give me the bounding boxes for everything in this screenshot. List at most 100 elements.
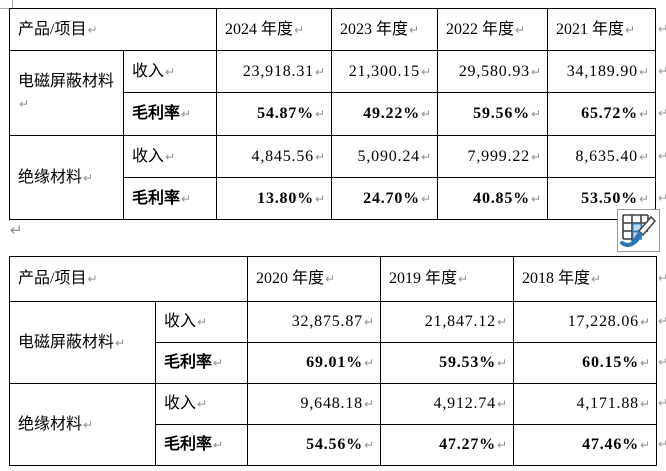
table-margin-2018-2020: 产品/项目↵ 2020 年度↵ 2019 年度↵ 2018 年度↵ 电磁屏蔽材料…: [8, 256, 658, 466]
metric-cell-gross-margin[interactable]: 毛利率↵: [122, 92, 218, 136]
row-end-mark: ↵: [658, 64, 666, 78]
value-cell[interactable]: 4,912.74↵: [380, 383, 515, 425]
row-end-mark: ↵: [658, 149, 666, 163]
value-cell[interactable]: 60.15%↵: [513, 342, 658, 384]
value-cell[interactable]: 21,847.12↵: [380, 301, 515, 343]
cell-end-mark: ↵: [530, 64, 542, 79]
table-row: 毛利率↵ 13.80%↵ 24.70%↵ 40.85%↵ 53.50%↵: [10, 177, 657, 220]
value-cell[interactable]: 65.72%↵: [547, 92, 657, 136]
header-product-label: 产品/项目: [18, 20, 87, 38]
product-cell-emi-shielding[interactable]: 电磁屏蔽材料↵: [9, 301, 156, 384]
cell-end-mark: ↵: [496, 315, 508, 329]
cell-end-mark: ↵: [197, 315, 208, 329]
cell-end-mark: ↵: [515, 22, 526, 37]
metric-cell-gross-margin[interactable]: 毛利率↵: [154, 342, 249, 384]
value-cell[interactable]: 4,845.56↵: [216, 135, 333, 178]
cell-end-mark: ↵: [325, 272, 336, 286]
metric-cell-revenue[interactable]: 收入↵: [122, 50, 218, 93]
row-end-mark: ↵: [658, 22, 666, 36]
row-end-mark: ↵: [658, 355, 666, 369]
cell-end-mark: ↵: [638, 149, 650, 164]
value-cell[interactable]: 4,171.88↵: [513, 383, 658, 425]
value-cell[interactable]: 29,580.93↵: [437, 50, 549, 93]
row-end-mark: ↵: [658, 396, 666, 410]
value-cell[interactable]: 54.56%↵: [247, 424, 382, 466]
metric-cell-gross-margin[interactable]: 毛利率↵: [122, 177, 218, 220]
cell-end-mark: ↵: [420, 149, 432, 164]
cell-end-mark: ↵: [314, 64, 326, 79]
table-row: 毛利率↵ 54.87%↵ 49.22%↵ 59.56%↵ 65.72%↵: [10, 92, 657, 136]
header-year-2020[interactable]: 2020 年度↵: [247, 256, 382, 302]
cell-end-mark: ↵: [638, 64, 650, 79]
value-cell[interactable]: 32,875.87↵: [247, 301, 382, 343]
cell-end-mark: ↵: [496, 438, 508, 452]
metric-cell-revenue[interactable]: 收入↵: [154, 383, 249, 425]
table-row: 毛利率↵ 54.56%↵ 47.27%↵ 47.46%↵: [10, 424, 658, 466]
value-cell[interactable]: 8,635.40↵: [547, 135, 657, 178]
row-end-mark: ↵: [658, 106, 666, 120]
cell-end-mark: ↵: [294, 22, 305, 37]
cell-end-mark: ↵: [420, 107, 432, 121]
value-cell[interactable]: 24.70%↵: [331, 177, 439, 220]
value-cell[interactable]: 47.46%↵: [513, 424, 658, 466]
metric-cell-revenue[interactable]: 收入↵: [154, 301, 249, 343]
table-style-button[interactable]: [617, 209, 660, 252]
metric-cell-gross-margin[interactable]: 毛利率↵: [154, 424, 249, 466]
metric-cell-revenue[interactable]: 收入↵: [122, 135, 218, 178]
cell-end-mark: ↵: [213, 438, 224, 452]
value-cell[interactable]: 54.87%↵: [216, 92, 333, 136]
value-cell[interactable]: 9,648.18↵: [247, 383, 382, 425]
header-year-2024[interactable]: 2024 年度↵: [216, 8, 333, 51]
header-year-2022[interactable]: 2022 年度↵: [437, 8, 549, 51]
header-product-cell[interactable]: 产品/项目↵: [8, 256, 249, 302]
value-cell[interactable]: 7,999.22↵: [437, 135, 549, 178]
cell-end-mark: ↵: [314, 107, 326, 121]
value-cell[interactable]: 5,090.24↵: [331, 135, 439, 178]
value-cell[interactable]: 13.80%↵: [216, 177, 333, 220]
value-cell[interactable]: 34,189.90↵: [547, 50, 657, 93]
table-row: 电磁屏蔽材料↵ 收入↵ 23,918.31↵ 21,300.15↵ 29,580…: [9, 50, 657, 136]
value-cell[interactable]: 40.85%↵: [437, 177, 549, 220]
value-cell[interactable]: 59.53%↵: [380, 342, 515, 384]
cell-end-mark: ↵: [19, 97, 30, 111]
table-margin-2021-2024: 产品/项目↵ 2024 年度↵ 2023 年度↵ 2022 年度↵ 2021 年…: [8, 8, 657, 220]
value-cell[interactable]: 59.56%↵: [437, 92, 549, 136]
cell-end-mark: ↵: [165, 64, 176, 79]
value-cell[interactable]: 47.27%↵: [380, 424, 515, 466]
header-year-2019[interactable]: 2019 年度↵: [380, 256, 515, 302]
value-cell[interactable]: 23,918.31↵: [216, 50, 333, 93]
cell-end-mark: ↵: [87, 272, 98, 286]
cell-end-mark: ↵: [87, 22, 98, 37]
cell-end-mark: ↵: [420, 191, 432, 206]
value-cell[interactable]: 17,228.06↵: [513, 301, 658, 343]
cell-end-mark: ↵: [639, 397, 651, 411]
cell-end-mark: ↵: [638, 191, 650, 206]
cell-end-mark: ↵: [213, 356, 224, 370]
header-year-2023[interactable]: 2023 年度↵: [331, 8, 439, 51]
value-cell[interactable]: 21,300.15↵: [331, 50, 439, 93]
table-move-handle[interactable]: [0, 0, 13, 9]
cell-end-mark: ↵: [458, 272, 469, 286]
header-product-label: 产品/项目: [18, 270, 87, 287]
value-cell[interactable]: 49.22%↵: [331, 92, 439, 136]
header-year-2018[interactable]: 2018 年度↵: [513, 256, 658, 302]
cell-end-mark: ↵: [363, 438, 375, 452]
cell-end-mark: ↵: [197, 397, 208, 411]
table-style-brush-icon: [620, 214, 657, 247]
table-row: 绝缘材料↵ 收入↵ 9,648.18↵ 4,912.74↵ 4,171.88↵: [9, 383, 658, 466]
row-end-mark: ↵: [658, 271, 666, 285]
row-end-mark: ↵: [658, 314, 666, 328]
value-cell[interactable]: 53.50%↵: [547, 177, 657, 220]
row-end-mark: ↵: [658, 191, 666, 205]
header-year-2021[interactable]: 2021 年度↵: [547, 8, 657, 51]
cell-end-mark: ↵: [363, 356, 375, 370]
header-product-cell[interactable]: 产品/项目↵: [8, 8, 218, 51]
cell-end-mark: ↵: [638, 107, 650, 121]
product-cell-emi-shielding[interactable]: 电磁屏蔽材料↵: [9, 50, 124, 136]
value-cell[interactable]: 69.01%↵: [247, 342, 382, 384]
product-cell-insulation[interactable]: 绝缘材料↵: [9, 383, 156, 466]
product-cell-insulation[interactable]: 绝缘材料↵: [9, 135, 124, 220]
cell-end-mark: ↵: [115, 335, 126, 350]
cell-end-mark: ↵: [496, 397, 508, 411]
